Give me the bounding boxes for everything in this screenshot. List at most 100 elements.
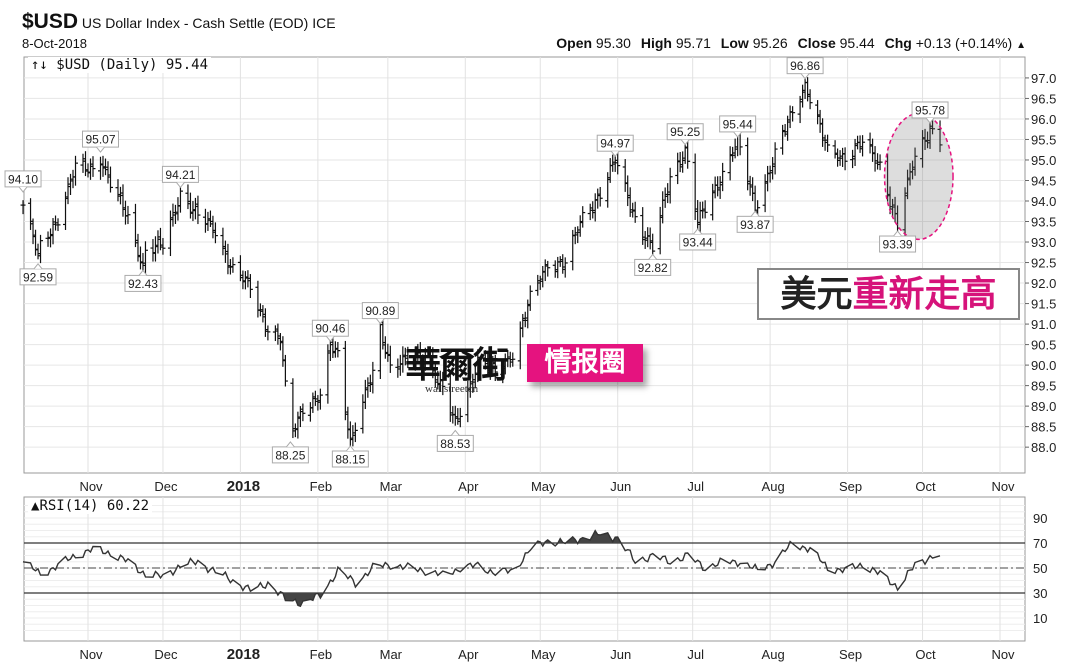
y-tick-label: 90.5 <box>1031 338 1056 353</box>
watermark-logo-sub: wallstreetcn <box>425 383 479 395</box>
annotation-label: 94.97 <box>596 134 634 158</box>
annotation-pointer <box>610 150 620 158</box>
annotation-text: 95.25 <box>670 125 700 139</box>
rsi-x-tick-label: 2018 <box>227 646 260 663</box>
close-value: 95.44 <box>839 35 875 51</box>
ohlc-bar <box>55 218 61 232</box>
ohlc-bar <box>300 403 306 422</box>
ohlc-bar <box>825 134 831 152</box>
ohlc-bar <box>492 354 498 381</box>
ohlc-bar <box>282 354 288 387</box>
headline-part1: 美元 <box>780 273 853 315</box>
annotation-pointer <box>800 73 810 80</box>
annotation-pointer <box>750 210 760 217</box>
y-tick-label: 97.0 <box>1031 71 1056 86</box>
open-value: 95.30 <box>595 35 631 51</box>
annotation-label: 95.44 <box>719 115 757 138</box>
ohlc-bar <box>580 206 586 228</box>
annotation-pointer <box>138 269 148 276</box>
annotation-text: 94.10 <box>8 172 38 186</box>
annotation-pointer <box>18 186 28 193</box>
rsi-x-tick-label: Sep <box>839 647 862 662</box>
annotation-label: 93.44 <box>679 228 717 251</box>
ohlc-bar <box>38 234 44 264</box>
x-tick-label: May <box>531 479 556 494</box>
x-tick-label: Apr <box>458 479 479 494</box>
annotation-label: 88.25 <box>271 441 309 464</box>
ohlc-bar <box>510 352 516 367</box>
annotation-text: 88.15 <box>335 453 365 467</box>
annotation-text: 92.59 <box>23 270 53 284</box>
rsi-x-tick-label: Nov <box>991 647 1015 662</box>
ohlc-bar <box>440 371 446 396</box>
annotation-pointer <box>925 117 935 124</box>
rsi-x-tick-label: Oct <box>915 647 936 662</box>
ohlc-bar <box>615 152 621 175</box>
ohlc-bar <box>562 257 568 278</box>
y-tick-label: 90.0 <box>1031 358 1056 373</box>
annotation-text: 95.78 <box>915 103 945 117</box>
ohlc-bar <box>422 347 428 371</box>
rsi-line <box>22 529 941 608</box>
ohlc-bar <box>842 147 848 171</box>
close-label: Close <box>797 35 836 51</box>
annotation-label: 88.15 <box>331 445 369 468</box>
annotation-label: 92.82 <box>634 253 672 276</box>
annotation-pointer <box>375 318 385 325</box>
ohlc-bar <box>667 167 673 204</box>
annotation-pointer <box>285 441 295 448</box>
rsi-y-tick-label: 30 <box>1033 586 1047 601</box>
annotation-text: 92.82 <box>638 261 668 275</box>
annotation-label: 92.59 <box>19 263 57 286</box>
annotation-pointer <box>693 228 703 235</box>
ohlc-bar <box>720 162 726 192</box>
rsi-x-tick-label: Aug <box>762 647 785 662</box>
annotation-text: 90.46 <box>315 322 345 336</box>
rsi-icon: ▲ <box>31 498 40 514</box>
annotation-text: 88.53 <box>440 437 470 451</box>
y-tick-label: 94.5 <box>1031 173 1056 188</box>
y-tick-label: 92.5 <box>1031 256 1056 271</box>
y-tick-label: 91.5 <box>1031 297 1056 312</box>
y-tick-label: 96.0 <box>1031 112 1056 127</box>
ohlc-bar <box>597 186 603 207</box>
ohlc-bar <box>125 205 131 225</box>
highlight-ellipse <box>883 112 954 241</box>
rsi-x-tick-label: Dec <box>154 647 178 662</box>
ohlc-bar <box>160 238 166 255</box>
x-tick-label: Aug <box>762 479 785 494</box>
annotation-pointer <box>893 230 902 237</box>
ohlc-bar <box>475 349 481 383</box>
rsi-x-tick-label: Apr <box>458 647 479 662</box>
annotation-pointer <box>648 253 658 260</box>
annotation-label: 95.25 <box>666 123 704 146</box>
price-panel <box>23 56 1026 474</box>
annotation-label: 93.39 <box>879 230 917 253</box>
x-tick-label: Dec <box>154 479 178 494</box>
annotation-text: 95.07 <box>85 133 115 147</box>
ohlc-bar <box>387 345 393 373</box>
watermark-tag: 情报圈 <box>527 344 643 382</box>
annotation-label: 90.46 <box>311 319 349 343</box>
ohlc-bar <box>860 135 866 157</box>
ohlc-summary: Open 95.30 High 95.71 Low 95.26 Close 95… <box>550 35 1026 51</box>
symbol: $USD <box>22 10 79 33</box>
ohlc-bar <box>772 142 778 175</box>
annotation-text: 92.43 <box>128 277 158 291</box>
annotation-label: 92.43 <box>124 269 162 292</box>
x-tick-label: 2018 <box>227 478 260 495</box>
y-tick-label: 88.5 <box>1031 420 1056 435</box>
headline-box: 美元重新走高 <box>757 268 1020 320</box>
rsi-x-tick-label: Mar <box>380 647 403 662</box>
x-tick-label: Nov <box>79 479 103 494</box>
ohlc-bars <box>20 76 943 449</box>
annotation-text: 88.25 <box>275 448 305 462</box>
rsi-panel <box>23 496 1026 642</box>
chart-title: $USD US Dollar Index - Cash Settle (EOD)… <box>22 10 336 34</box>
y-tick-label: 96.5 <box>1031 91 1056 106</box>
high-label: High <box>640 35 672 51</box>
rsi-legend-text: RSI(14) 60.22 <box>39 498 150 514</box>
ohlc-bar <box>702 200 708 219</box>
annotation-text: 90.89 <box>365 304 395 318</box>
